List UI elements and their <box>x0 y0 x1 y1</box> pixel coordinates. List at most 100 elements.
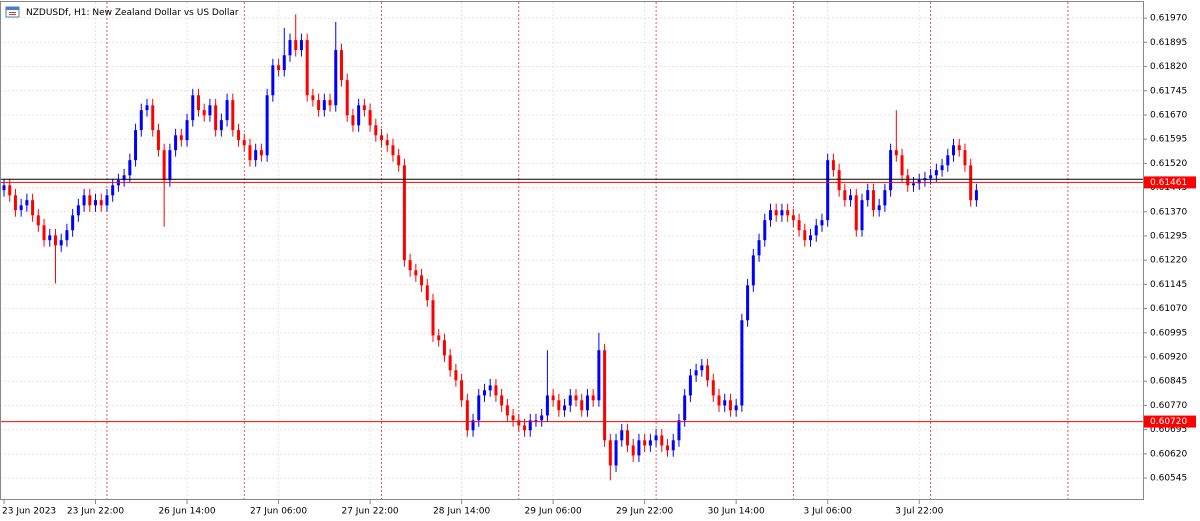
y-tick-label: 0.61145 <box>1150 280 1187 290</box>
y-tick-label: 0.61070 <box>1150 304 1187 314</box>
candle-body <box>128 160 132 176</box>
candle-body <box>500 395 504 406</box>
candle-body <box>328 100 332 106</box>
candle-body <box>339 50 343 81</box>
candle-body <box>889 150 893 191</box>
candle-body <box>282 55 286 71</box>
candle-body <box>568 395 572 406</box>
candle-body <box>196 95 200 111</box>
candle-body <box>134 130 138 161</box>
candle-body <box>482 390 486 396</box>
candle-body <box>174 135 178 151</box>
y-tick-label: 0.61370 <box>1150 207 1187 217</box>
candle-body <box>711 380 715 396</box>
candle-body <box>25 200 29 206</box>
candle-body <box>214 105 218 131</box>
overlay-layer: 0.61461 0.60720 <box>0 176 1196 428</box>
candle-body <box>837 170 841 191</box>
grid-layer: 0.61970 0.61895 0.61820 0.61745 0.61670 0.615… <box>0 2 1187 517</box>
candle-body <box>597 350 601 401</box>
candle-body <box>111 185 115 196</box>
candle-body <box>894 150 898 156</box>
candle-body <box>952 145 956 156</box>
x-tick-label: 23 Jun 22:00 <box>67 507 124 517</box>
candle-body <box>706 365 710 381</box>
candle-body <box>671 440 675 451</box>
candle-body <box>631 445 635 456</box>
candle-body <box>523 425 527 431</box>
candle-body <box>351 115 355 126</box>
candle-body <box>820 220 824 226</box>
candle-body <box>803 230 807 241</box>
candle-body <box>105 195 109 206</box>
candle-body <box>900 155 904 176</box>
x-tick-label: 3 Jul 22:00 <box>895 507 944 517</box>
candle-body <box>660 435 664 446</box>
candle-body <box>688 375 692 396</box>
candle-body <box>122 175 126 181</box>
candle-body <box>219 120 223 131</box>
candle-body <box>48 235 52 241</box>
candle-body <box>13 195 17 211</box>
candle-body <box>36 215 40 226</box>
candle-body <box>780 210 784 216</box>
level-label: 0.60720 <box>1150 417 1187 427</box>
candle-body <box>877 205 881 211</box>
candle-body <box>534 420 538 422</box>
candle-body <box>179 135 183 141</box>
candle-body <box>528 420 532 431</box>
y-tick-label: 0.61595 <box>1150 135 1187 145</box>
candle-body <box>585 395 589 411</box>
y-tick-label: 0.60920 <box>1150 353 1187 363</box>
candles-layer <box>2 14 978 481</box>
candle-body <box>185 120 189 141</box>
candle-body <box>666 445 670 451</box>
candle-body <box>906 175 910 186</box>
candle-body <box>883 190 887 206</box>
candle-body <box>402 165 406 261</box>
candle-body <box>826 160 830 221</box>
plot-frame <box>0 1 1144 500</box>
candle-body <box>191 95 195 121</box>
y-tick-label: 0.61745 <box>1150 86 1187 96</box>
candle-body <box>156 130 160 151</box>
level-label-box <box>1144 415 1196 428</box>
candle-body <box>374 125 378 136</box>
x-tick-label: 29 Jun 22:00 <box>616 507 673 517</box>
candle-body <box>911 183 915 186</box>
candle-body <box>2 185 6 191</box>
y-tick-label: 0.60545 <box>1150 474 1187 484</box>
symbol-icon <box>5 6 20 18</box>
candle-body <box>408 260 412 271</box>
candle-body <box>614 440 618 466</box>
candle-body <box>225 100 229 121</box>
candle-body <box>99 200 103 206</box>
candle-body <box>385 140 389 146</box>
candle-body <box>786 210 790 216</box>
candle-body <box>425 285 429 301</box>
y-tick-label: 0.61295 <box>1150 231 1187 241</box>
candle-body <box>254 150 258 161</box>
candle-body <box>694 370 698 376</box>
candle-body <box>477 395 481 421</box>
candle-body <box>202 110 206 116</box>
candle-body <box>648 440 652 446</box>
candle-body <box>763 220 767 241</box>
candle-body <box>311 95 315 101</box>
candle-body <box>322 100 326 111</box>
y-tick-label: 0.60845 <box>1150 377 1187 387</box>
candle-body <box>608 440 612 466</box>
candle-body <box>637 440 641 456</box>
candle-body <box>397 155 401 166</box>
candle-body <box>442 340 446 356</box>
candle-body <box>734 405 738 411</box>
candle-body <box>71 215 75 231</box>
candle-body <box>603 350 607 441</box>
candle-body <box>854 195 858 231</box>
candle-body <box>545 395 549 416</box>
candle-body <box>723 400 727 406</box>
candle-body <box>145 105 149 111</box>
candle-body <box>768 210 772 221</box>
x-tick-label: 28 Jun 14:00 <box>433 507 490 517</box>
